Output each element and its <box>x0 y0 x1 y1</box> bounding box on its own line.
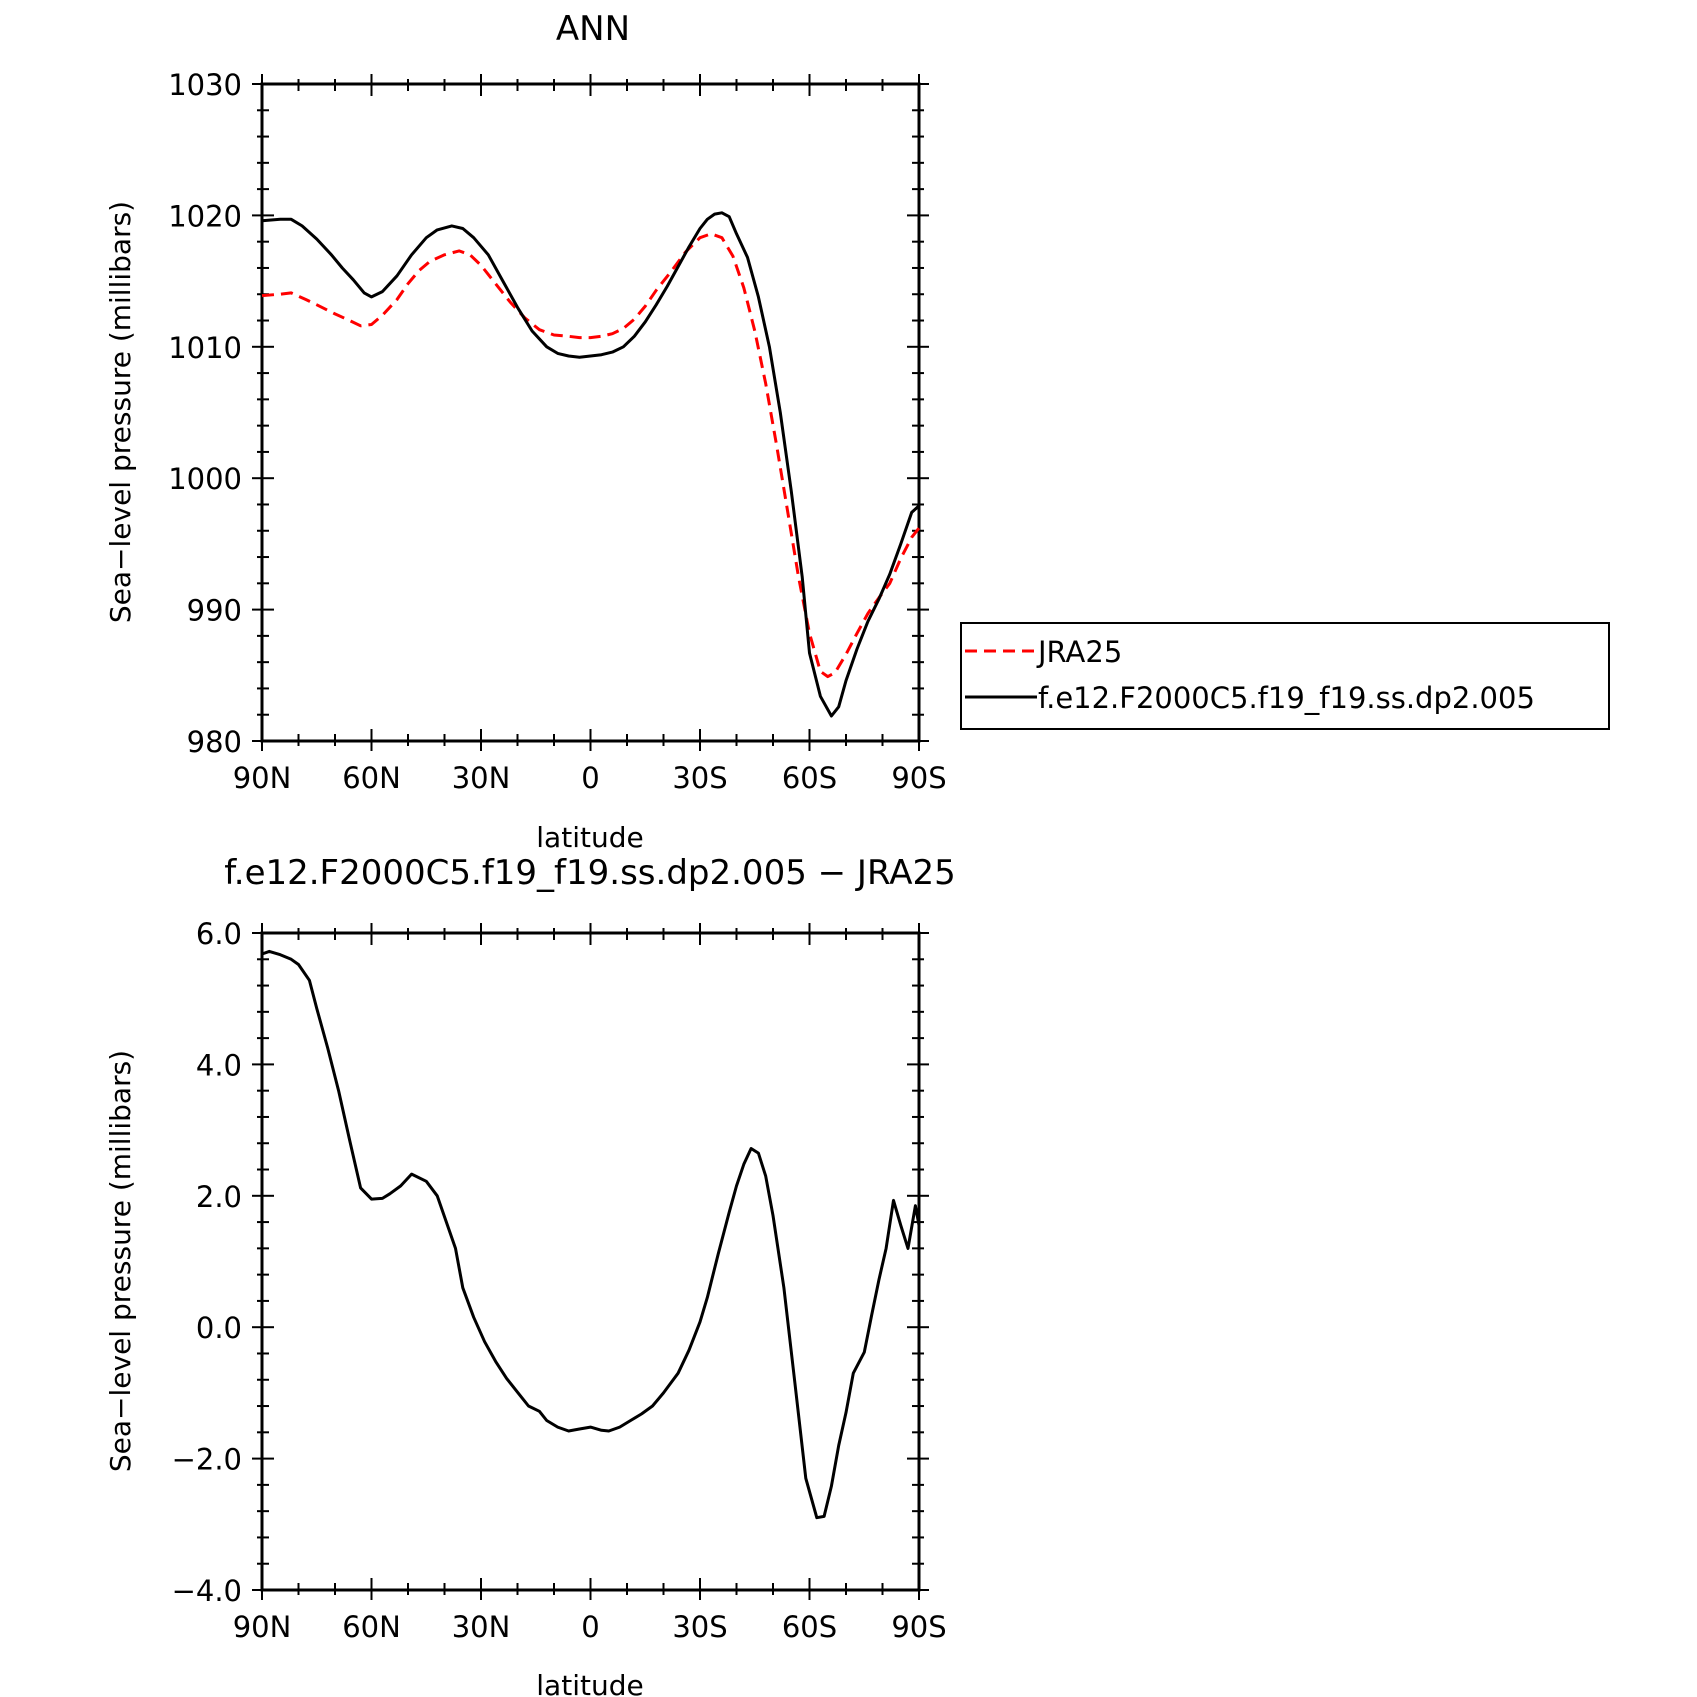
x-tick-label: 60S <box>782 761 837 795</box>
top-chart: ANN 90N 60N 30N 0 30S 60S 90S 980 990 1000 1010 10… <box>104 9 1610 854</box>
y-tick-label: −2.0 <box>172 1443 242 1477</box>
axis-ticks <box>252 74 929 751</box>
legend: JRA25 f.e12.F2000C5.f19_f19.ss.dp2.005 <box>960 622 1610 730</box>
x-tick-label: 60S <box>782 1610 837 1644</box>
x-tick-label: 60N <box>342 1610 401 1644</box>
y-tick-label: 1000 <box>168 462 242 496</box>
series-line-f-e12-f2000c5-f19-f19-ss-dp2-005 <box>261 211 921 718</box>
x-tick-label: 30S <box>672 761 727 795</box>
y-axis-label: Sea−level pressure (millibars) <box>104 1050 137 1472</box>
y-tick-label: 980 <box>187 725 242 759</box>
series-line-difference <box>261 949 921 1520</box>
plot-frame <box>260 82 921 743</box>
axis-ticks <box>252 923 929 1600</box>
y-tick-label: 0.0 <box>196 1311 242 1345</box>
legend-box <box>960 622 1610 730</box>
y-tick-label: 1030 <box>168 68 242 102</box>
y-tick-label: 990 <box>187 594 242 628</box>
bottom-chart: f.e12.F2000C5.f19_f19.ss.dp2.005 − JRA25… <box>104 853 956 1697</box>
x-tick-label: 0 <box>581 1610 599 1644</box>
y-tick-label: −4.0 <box>172 1574 242 1608</box>
y-tick-label: 1010 <box>168 331 242 365</box>
plot-frame <box>260 931 921 1592</box>
y-tick-label: 4.0 <box>196 1048 242 1082</box>
x-tick-label: 30S <box>672 1610 727 1644</box>
x-axis-label: latitude <box>536 821 643 854</box>
y-tick-label: 6.0 <box>196 917 242 951</box>
chart-title: f.e12.F2000C5.f19_f19.ss.dp2.005 − JRA25 <box>224 853 955 893</box>
x-axis-label: latitude <box>536 1669 643 1697</box>
series-lines <box>261 211 921 718</box>
legend-label-model: f.e12.F2000C5.f19_f19.ss.dp2.005 <box>1038 681 1535 715</box>
x-tick-label: 0 <box>581 761 599 795</box>
x-tick-label: 90N <box>233 1610 292 1644</box>
x-tick-labels: 90N 60N 30N 0 30S 60S 90S <box>233 1610 947 1644</box>
x-tick-labels: 90N 60N 30N 0 30S 60S 90S <box>233 761 947 795</box>
y-tick-labels: −4.0 −2.0 0.0 2.0 4.0 6.0 <box>172 917 242 1608</box>
series-line-jra25 <box>261 232 921 679</box>
y-axis-label: Sea−level pressure (millibars) <box>104 201 137 623</box>
x-tick-label: 30N <box>452 761 511 795</box>
chart-title: ANN <box>556 9 630 49</box>
x-tick-label: 90S <box>891 1610 946 1644</box>
y-tick-label: 1020 <box>168 199 242 233</box>
x-tick-label: 90N <box>233 761 292 795</box>
series-lines <box>261 949 921 1520</box>
x-tick-label: 90S <box>891 761 946 795</box>
y-tick-label: 2.0 <box>196 1180 242 1214</box>
legend-label-jra25: JRA25 <box>1036 635 1122 669</box>
y-tick-labels: 980 990 1000 1010 1020 1030 <box>168 68 242 759</box>
x-tick-label: 30N <box>452 1610 511 1644</box>
x-tick-label: 60N <box>342 761 401 795</box>
